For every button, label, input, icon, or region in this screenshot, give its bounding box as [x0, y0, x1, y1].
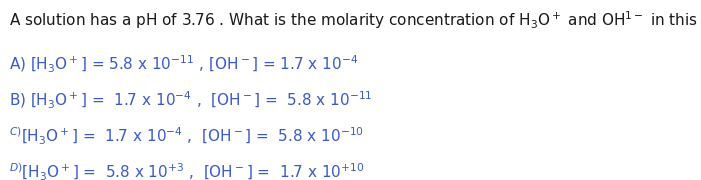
Text: $^{D)}$[H$_3$O$^+$] =  5.8 x 10$^{+3}$ ,  [OH$^-$] =  1.7 x 10$^{+10}$: $^{D)}$[H$_3$O$^+$] = 5.8 x 10$^{+3}$ , … [9, 162, 365, 180]
Text: B) [H$_3$O$^+$] =  1.7 x 10$^{-4}$ ,  [OH$^-$] =  5.8 x 10$^{-11}$: B) [H$_3$O$^+$] = 1.7 x 10$^{-4}$ , [OH$… [9, 90, 373, 111]
Text: $^{C)}$[H$_3$O$^+$] =  1.7 x 10$^{-4}$ ,  [OH$^-$] =  5.8 x 10$^{-10}$: $^{C)}$[H$_3$O$^+$] = 1.7 x 10$^{-4}$ , … [9, 126, 364, 147]
Text: A) [H$_3$O$^+$] = 5.8 x 10$^{-11}$ , [OH$^-$] = 1.7 x 10$^{-4}$: A) [H$_3$O$^+$] = 5.8 x 10$^{-11}$ , [OH… [9, 54, 358, 75]
Text: A solution has a pH of 3.76 . What is the molarity concentration of H$_3$O$^+$ a: A solution has a pH of 3.76 . What is th… [9, 9, 701, 31]
